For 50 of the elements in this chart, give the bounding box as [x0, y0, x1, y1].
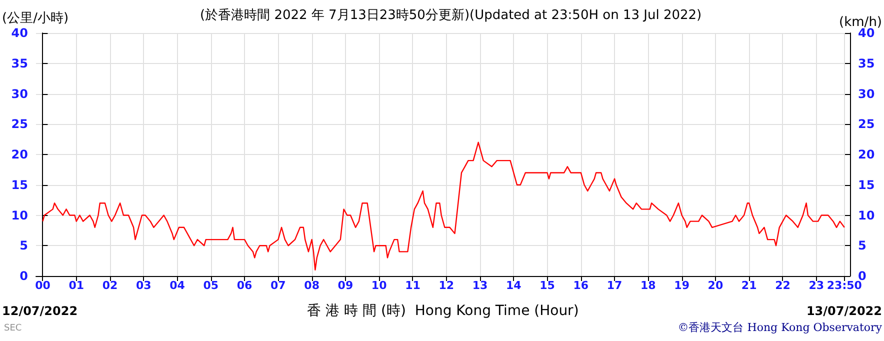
y-tick-label: 5 [20, 238, 28, 253]
x-tick-label: 18 [640, 279, 656, 292]
y-tick-label: 30 [11, 86, 28, 101]
y-tick-label: 35 [11, 56, 28, 70]
y2-tick-label: 25 [858, 117, 875, 132]
x-tick-label: 22 [775, 279, 790, 292]
y2-tick-label: 35 [858, 56, 875, 70]
x-tick-label: 10 [371, 279, 388, 292]
x-tick-label: 08 [304, 279, 320, 292]
y-tick-label: 40 [11, 26, 28, 40]
x-tick-label: 03 [136, 279, 152, 292]
y-tick-label: 25 [11, 117, 28, 132]
x-tick-label: 12 [438, 279, 454, 292]
x-tick-label: 14 [506, 279, 522, 292]
x-axis-title: 香 港 時 間 (時) Hong Kong Time (Hour) [307, 303, 579, 319]
x-tick-label: 09 [338, 279, 354, 292]
x-tick-label: 15 [540, 279, 555, 292]
y2-tick-label: 40 [858, 26, 875, 40]
x-tick-label: 00 [35, 279, 51, 292]
x-tick-label: 07 [270, 279, 286, 292]
x-tick-label: 11 [405, 279, 420, 292]
x-tick-label: 06 [236, 279, 253, 292]
x-tick-label: 17 [606, 279, 622, 292]
y2-tick-label: 5 [858, 238, 866, 253]
x-tick-label: 02 [102, 279, 118, 292]
text: 13/07/2022 [806, 304, 882, 318]
x-tick-label: 19 [674, 279, 690, 292]
y-axis-title: (公里/小時) [2, 11, 69, 26]
y2-tick-label: 15 [858, 178, 875, 192]
x-tick-label: 16 [573, 279, 589, 292]
x-tick-label: 13 [472, 279, 488, 292]
chart-title: (於香港時間 2022 年 7月13日23時50分更新)(Updated at 23:50H on 13 Jul 2022) [200, 8, 702, 23]
y-tick-label: 0 [20, 269, 28, 283]
y-tick-label: 15 [11, 178, 28, 192]
y-tick-label: 10 [11, 208, 28, 222]
x-tick-label: 01 [68, 279, 84, 292]
x-tick-label: 20 [708, 279, 724, 292]
y-tick-label: 20 [11, 148, 28, 162]
y2-tick-label: 20 [858, 148, 875, 162]
x-tick-label: 21 [741, 279, 757, 292]
text: ©香港天文台 Hong Kong Observatory [678, 321, 883, 334]
text: SEC [4, 324, 22, 334]
x-tick-label: 05 [203, 279, 219, 292]
text: 12/07/2022 [2, 304, 78, 318]
x-tick-label: 04 [170, 279, 186, 292]
x-tick-label: 23 [808, 279, 824, 292]
y2-tick-label: 10 [858, 208, 875, 222]
y2-tick-label: 30 [858, 86, 875, 101]
x-tick-label: 23:50 [826, 279, 862, 292]
line-series [42, 142, 845, 271]
